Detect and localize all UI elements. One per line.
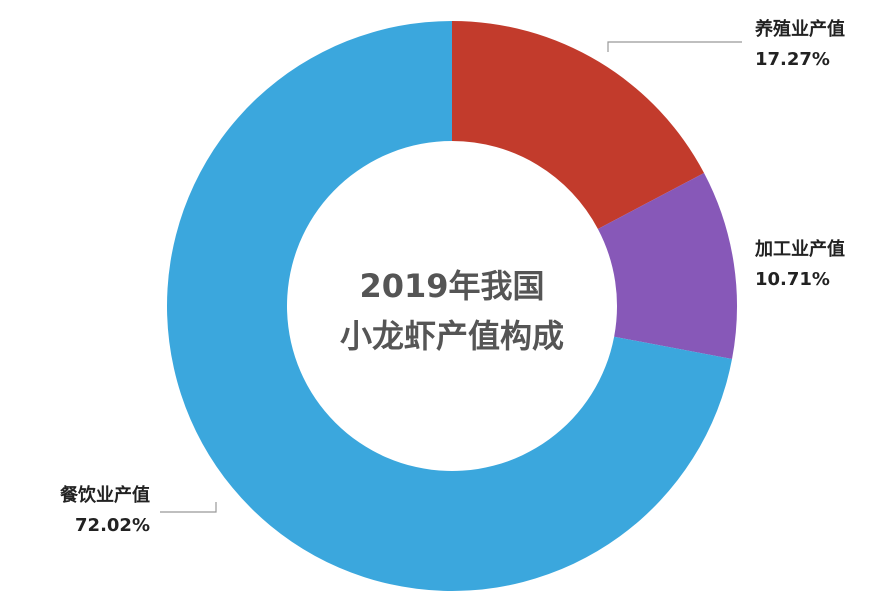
value-label: 72.02% xyxy=(75,515,150,536)
value-label: 17.27% xyxy=(755,49,830,70)
chart-title: 2019年我国 xyxy=(359,267,544,305)
donut-slice xyxy=(167,21,733,592)
donut-slice xyxy=(597,172,738,360)
leader-line xyxy=(607,41,742,52)
chart-title: 小龙虾产值构成 xyxy=(340,317,564,355)
slice-label: 养殖业产值 xyxy=(754,18,845,40)
leader-line xyxy=(160,502,217,513)
slice-label: 餐饮业产值 xyxy=(59,484,150,506)
value-label: 10.71% xyxy=(755,269,830,290)
slice-label: 加工业产值 xyxy=(754,238,845,260)
donut-slice xyxy=(452,21,705,229)
